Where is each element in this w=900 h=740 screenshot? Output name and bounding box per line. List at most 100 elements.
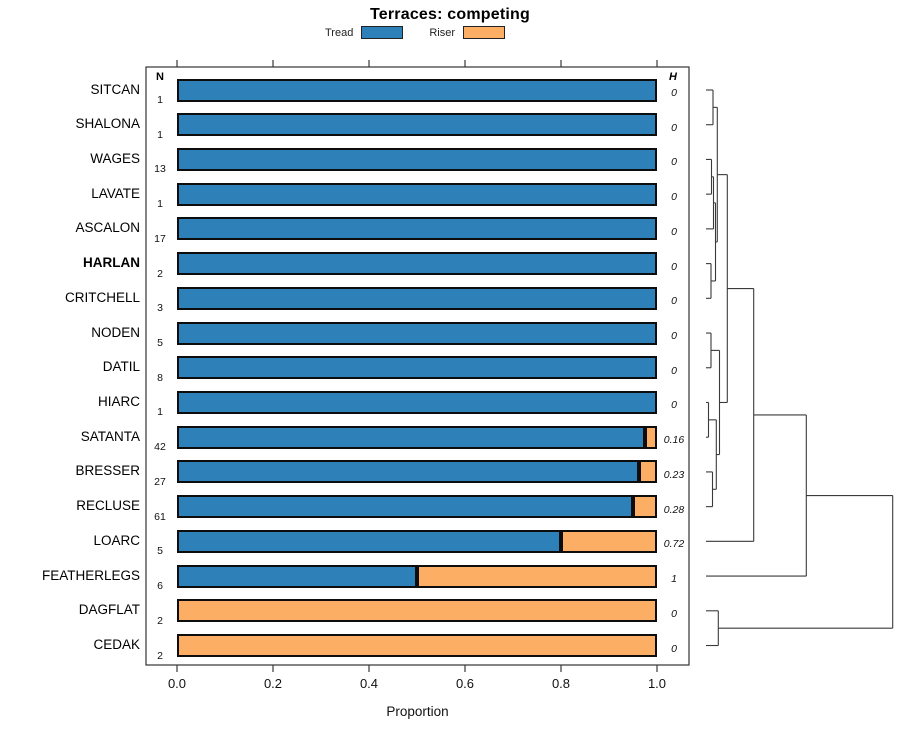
row-label-shalona: SHALONA: [75, 116, 140, 132]
bar-segment-riser: [177, 634, 657, 658]
bar-row-ascalon: [177, 217, 657, 241]
bar-segment-tread: [177, 147, 657, 171]
h-value: 0: [671, 364, 677, 377]
chart-title: Terraces: competing: [370, 6, 530, 23]
n-value: 2: [157, 614, 163, 627]
bar-segment-tread: [177, 460, 639, 484]
bar-segment-riser: [645, 425, 657, 449]
bar-row-wages: [177, 147, 657, 171]
bar-segment-tread: [177, 321, 657, 345]
bar-segment-tread: [177, 356, 657, 380]
bar-row-bresser: [177, 460, 657, 484]
n-value: 5: [157, 545, 163, 558]
row-label-critchell: CRITCHELL: [64, 289, 140, 305]
n-value: 3: [157, 302, 163, 315]
h-value: 0.72: [663, 538, 685, 551]
bar-row-sitcan: [177, 78, 657, 102]
h-value: 0.28: [663, 503, 685, 516]
bar-segment-tread: [177, 113, 657, 137]
bar-segment-riser: [177, 599, 657, 623]
bar-row-shalona: [177, 113, 657, 137]
row-label-hiarc: HIARC: [97, 393, 140, 409]
bar-row-harlan: [177, 252, 657, 276]
x-tick-label: 0.2: [263, 676, 283, 691]
h-value: 0: [671, 156, 677, 169]
bar-segment-tread: [177, 182, 657, 206]
h-value: 0.16: [663, 434, 685, 447]
bar-row-critchell: [177, 286, 657, 310]
bar-segment-tread: [177, 529, 561, 553]
n-value: 1: [157, 94, 163, 106]
bar-row-cedak: [177, 634, 657, 658]
riser-color-swatch: [463, 26, 505, 39]
bar-row-noden: [177, 321, 657, 345]
bar-segment-riser: [639, 460, 657, 484]
row-label-wages: WAGES: [90, 150, 140, 166]
bar-row-hiarc: [177, 390, 657, 414]
bar-row-recluse: [177, 495, 657, 519]
x-tick-label: 0.8: [551, 676, 571, 691]
n-value: 42: [154, 441, 166, 454]
bar-row-satanta: [177, 425, 657, 449]
bar-segment-riser: [417, 564, 657, 588]
bar-segment-riser: [633, 495, 657, 519]
bar-segment-tread: [177, 78, 657, 102]
row-label-dagflat: DAGFLAT: [78, 602, 140, 618]
n-value: 1: [157, 128, 163, 141]
bar-segment-tread: [177, 286, 657, 310]
bar-row-loarc: [177, 529, 657, 553]
h-value: 0: [671, 87, 677, 99]
h-column-header: H: [669, 71, 677, 83]
row-label-recluse: RECLUSE: [76, 498, 140, 514]
n-value: 27: [154, 475, 166, 488]
n-value: 8: [157, 371, 163, 384]
bar-segment-riser: [561, 529, 657, 553]
row-label-noden: NODEN: [91, 324, 140, 340]
row-label-harlan: HARLAN: [83, 255, 140, 271]
h-value: 0: [671, 330, 677, 343]
legend: Tread Riser: [325, 26, 505, 39]
h-value: 0: [671, 607, 677, 620]
n-column-header: N: [156, 71, 164, 83]
bar-row-datil: [177, 356, 657, 380]
h-value: 0: [671, 642, 677, 655]
h-value: 0: [671, 225, 677, 238]
n-value: 61: [154, 510, 166, 523]
h-value: 0: [671, 121, 677, 134]
bar-row-dagflat: [177, 599, 657, 623]
row-label-ascalon: ASCALON: [75, 220, 140, 236]
bar-segment-tread: [177, 564, 417, 588]
row-label-featherlegs: FEATHERLEGS: [41, 567, 140, 583]
tread-color-swatch: [361, 26, 404, 39]
legend-label-tread: Tread: [325, 26, 354, 39]
row-label-datil: DATIL: [102, 359, 140, 375]
bar-row-lavate: [177, 182, 657, 206]
h-value: 0: [671, 399, 677, 412]
h-value: 0: [671, 260, 677, 273]
bar-segment-tread: [177, 425, 645, 449]
n-value: 1: [157, 406, 163, 419]
x-tick-label: 0.6: [455, 676, 475, 691]
row-label-satanta: SATANTA: [80, 428, 140, 444]
n-value: 6: [157, 580, 163, 593]
row-label-cedak: CEDAK: [93, 637, 140, 653]
x-tick-label: 0.0: [167, 676, 187, 691]
x-axis-title: Proportion: [386, 704, 449, 719]
n-value: 2: [157, 267, 163, 280]
n-value: 5: [157, 337, 163, 350]
row-label-bresser: BRESSER: [75, 463, 140, 479]
legend-item-tread: Tread: [325, 26, 404, 39]
bar-segment-tread: [177, 390, 657, 414]
n-value: 2: [157, 649, 163, 662]
x-tick-label: 0.4: [359, 676, 379, 691]
legend-item-riser: Riser: [429, 26, 505, 39]
legend-label-riser: Riser: [429, 26, 455, 39]
row-label-loarc: LOARC: [93, 532, 140, 548]
bar-row-featherlegs: [177, 564, 657, 588]
row-label-lavate: LAVATE: [91, 185, 140, 201]
bar-segment-tread: [177, 495, 633, 519]
n-value: 13: [154, 163, 166, 176]
h-value: 0: [671, 295, 677, 308]
h-value: 1: [671, 573, 677, 586]
